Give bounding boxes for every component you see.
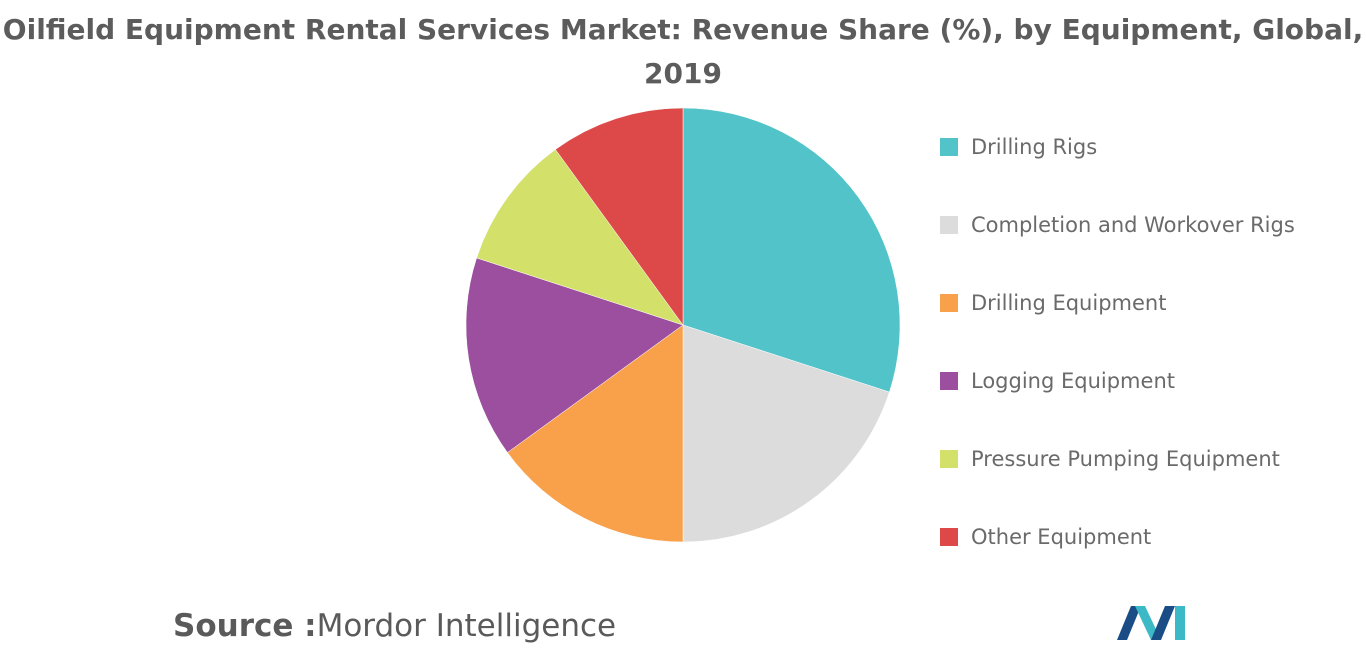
source-text: Mordor Intelligence [316, 608, 617, 644]
pie-slice-drilling-equipment [507, 324, 684, 543]
logo-shape-3 [1151, 606, 1175, 640]
pie-slice-pressure-pumping-equipment [476, 149, 684, 326]
legend-label: Pressure Pumping Equipment [971, 447, 1280, 471]
legend-swatch [940, 372, 958, 390]
legend-swatch [940, 138, 958, 156]
pie-slice-logging-equipment [465, 257, 684, 453]
source-label: Source : [173, 608, 317, 644]
pie-slice-drilling-rigs [682, 107, 901, 393]
legend-item-completion-and-workover-rigs: Completion and Workover Rigs [940, 186, 1295, 264]
chart-title-line-2: 2019 [644, 57, 722, 90]
pie-slice-completion-and-workover-rigs [682, 324, 890, 543]
chart-legend: Drilling Rigs Completion and Workover Rig… [940, 108, 1295, 576]
logo-shape-1 [1117, 606, 1141, 640]
legend-swatch [940, 528, 958, 546]
legend-swatch [940, 216, 958, 234]
legend-item-logging-equipment: Logging Equipment [940, 342, 1295, 420]
legend-item-pressure-pumping-equipment: Pressure Pumping Equipment [940, 420, 1295, 498]
legend-swatch [940, 294, 958, 312]
legend-item-drilling-equipment: Drilling Equipment [940, 264, 1295, 342]
legend-label: Drilling Equipment [971, 291, 1167, 315]
legend-item-drilling-rigs: Drilling Rigs [940, 108, 1295, 186]
pie-slice-other-equipment [555, 107, 684, 326]
mordor-intelligence-logo [1117, 606, 1185, 640]
chart-title-line-1: Oilfield Equipment Rental Services Marke… [2, 13, 1364, 46]
legend-swatch [940, 450, 958, 468]
pie-chart [465, 107, 901, 543]
legend-label: Drilling Rigs [971, 135, 1098, 159]
source-note: Source :Mordor Intelligence [173, 606, 616, 646]
chart-title: Oilfield Equipment Rental Services Marke… [0, 8, 1366, 96]
logo-shape-4 [1175, 606, 1185, 640]
legend-label: Logging Equipment [971, 369, 1175, 393]
legend-label: Completion and Workover Rigs [971, 213, 1295, 237]
legend-item-other-equipment: Other Equipment [940, 498, 1295, 576]
legend-label: Other Equipment [971, 525, 1152, 549]
